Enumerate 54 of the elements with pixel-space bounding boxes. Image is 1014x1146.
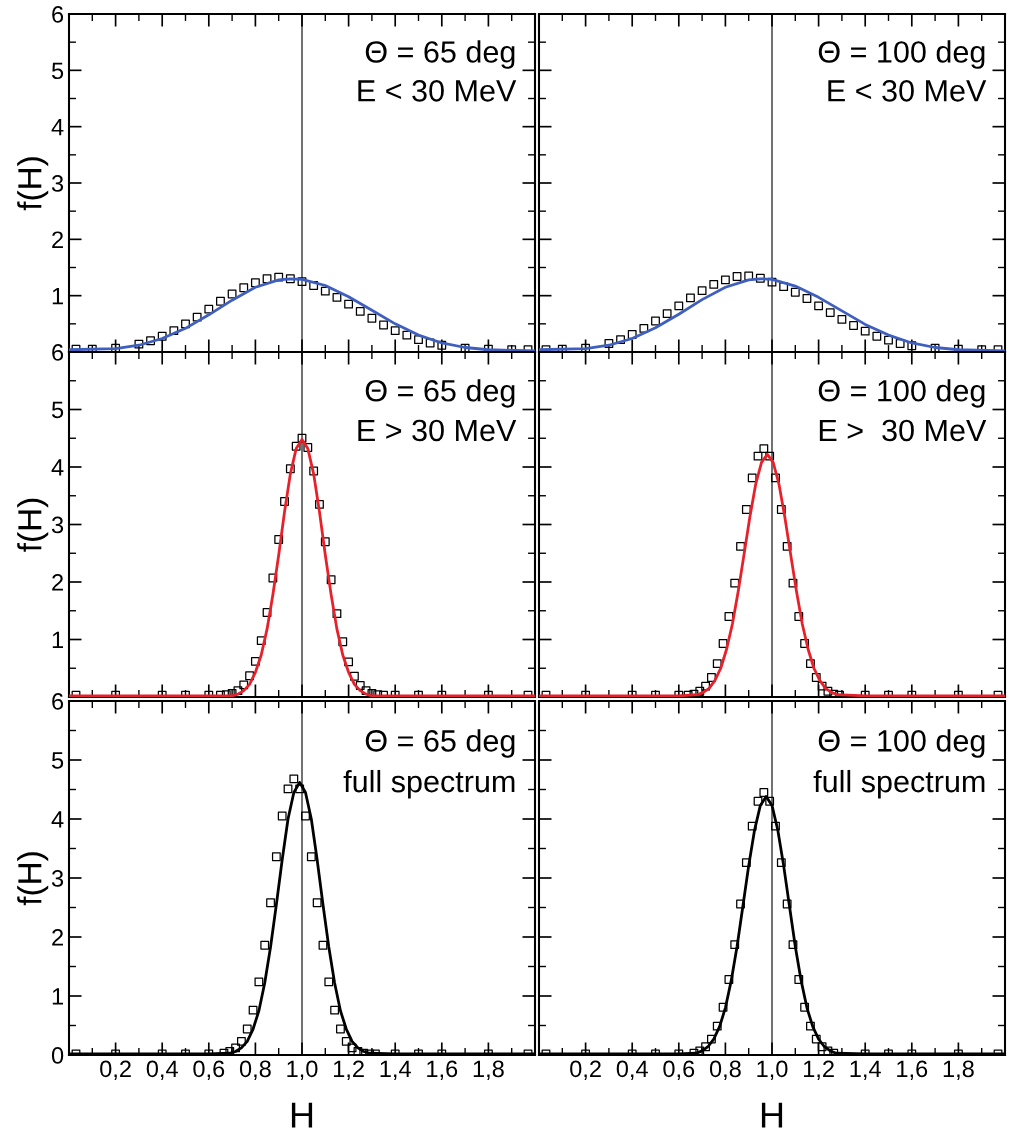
y-tick-label: 0: [51, 1047, 64, 1064]
y-tick-label: 2: [52, 929, 63, 946]
annotation: Θ = 65 deg: [365, 729, 515, 758]
x-tick-label: 0,4: [616, 1060, 648, 1080]
x-tick-label: 1,6: [897, 1060, 928, 1080]
annotation: Θ = 65 deg: [365, 379, 515, 408]
x-axis-title: H: [291, 1102, 313, 1128]
y-tick-label: 2: [52, 231, 63, 248]
x-tick-label: 0,2: [570, 1060, 601, 1080]
x-tick-label: 0,8: [709, 1060, 741, 1080]
x-tick-label: 1,4: [850, 1060, 881, 1080]
y-tick-label: 4: [51, 459, 64, 476]
y-axis-title: f(H): [17, 498, 49, 552]
annotation: Θ = 100 deg: [818, 729, 985, 758]
y-tick-label: 6: [52, 344, 64, 361]
x-tick-label: 1,0: [757, 1060, 788, 1080]
y-axis-title: f(H): [17, 852, 49, 906]
annotation: full spectrum: [813, 769, 985, 799]
y-tick-label: 3: [51, 516, 64, 534]
y-tick-label: 4: [51, 811, 64, 828]
x-tick-label: 1,6: [427, 1060, 458, 1080]
annotation: E < 30 MeV: [828, 80, 987, 102]
annotation: E > 30 MeV: [819, 419, 987, 442]
x-tick-label: 0,6: [663, 1060, 695, 1080]
y-axis-title: f(H): [17, 157, 49, 211]
x-tick-label: 1,4: [380, 1060, 411, 1080]
y-tick-label: 1: [52, 988, 63, 1005]
annotation: Θ = 100 deg: [818, 40, 985, 69]
x-tick-label: 1,8: [943, 1060, 974, 1080]
y-tick-label: 1: [52, 287, 63, 305]
y-tick-label: 5: [51, 401, 64, 419]
annotation: E > 30 MeV: [358, 419, 517, 442]
y-tick-label: 5: [51, 62, 64, 80]
x-tick-label: 0,6: [193, 1060, 225, 1080]
y-tick-label: 6: [52, 6, 64, 23]
x-tick-label: 1,2: [803, 1060, 834, 1080]
x-tick-label: 1,0: [287, 1060, 318, 1080]
y-tick-label: 3: [51, 175, 64, 192]
y-tick-label: 5: [51, 752, 64, 769]
annotation: Θ = 65 deg: [365, 40, 515, 69]
x-tick-label: 0,8: [239, 1060, 271, 1080]
x-axis-title: H: [761, 1102, 783, 1128]
y-tick-label: 6: [52, 693, 64, 710]
annotation: E < 30 MeV: [358, 80, 517, 102]
x-tick-label: 1,8: [473, 1060, 504, 1080]
y-tick-label: 2: [52, 574, 63, 591]
annotation: full spectrum: [343, 769, 515, 799]
y-tick-label: 4: [51, 118, 64, 136]
x-tick-label: 0,2: [100, 1060, 131, 1080]
x-tick-label: 1,2: [333, 1060, 364, 1080]
annotation: Θ = 100 deg: [818, 379, 985, 408]
x-tick-label: 0,4: [146, 1060, 178, 1080]
y-tick-label: 1: [52, 631, 63, 649]
y-tick-label: 3: [51, 870, 64, 887]
